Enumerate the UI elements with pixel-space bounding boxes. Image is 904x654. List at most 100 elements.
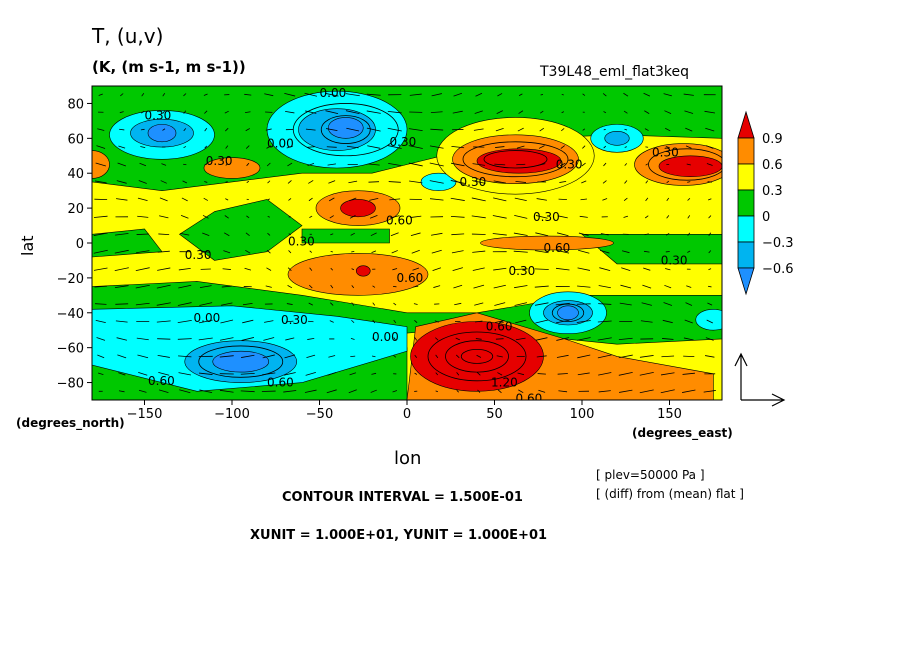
- wind-vector-219: [287, 267, 292, 271]
- contour-line-7: [551, 303, 585, 322]
- wind-vector-320: [514, 214, 528, 219]
- contour-label-10: 0.30: [288, 234, 315, 248]
- wind-vector-478: [685, 127, 693, 132]
- vector-units: XUNIT = 1.000E+01, YUNIT = 1.000E+01: [250, 528, 548, 543]
- region-cold-pac-core: [147, 124, 177, 143]
- contour-label-19: 0.60: [486, 320, 513, 334]
- wind-vector-95: [198, 337, 213, 341]
- wind-vector-425: [204, 145, 208, 149]
- colorbar-segment-4: [737, 215, 755, 243]
- wind-vector-75: [414, 354, 418, 358]
- wind-vector-239: [708, 268, 712, 271]
- wind-vector-182: [135, 284, 150, 289]
- wind-vector-138: [475, 320, 483, 323]
- wind-vector-163: [372, 302, 376, 306]
- wind-vector-121: [115, 320, 128, 323]
- wind-vector-189: [287, 285, 293, 289]
- wind-vector-489: [285, 111, 295, 114]
- wind-vector-13: [370, 389, 377, 393]
- y-tick-label-4: 0: [76, 237, 84, 252]
- wind-vector-243: [157, 250, 170, 253]
- wind-vector-159: [286, 303, 293, 305]
- wind-vector-107: [455, 337, 460, 341]
- figure-title: T, (u,v): [92, 24, 164, 48]
- wind-vector-520: [304, 92, 318, 97]
- wind-vector-437: [451, 145, 465, 149]
- wind-vector-491: [325, 110, 339, 115]
- wind-vector-363: [160, 180, 167, 184]
- wind-vector-275: [202, 232, 210, 236]
- wind-vector-175: [619, 302, 632, 306]
- wind-vector-250: [309, 250, 313, 253]
- wind-vector-201: [534, 285, 549, 288]
- wind-vector-222: [351, 268, 355, 271]
- wind-vector-200: [514, 285, 528, 289]
- wind-vector-170: [514, 302, 528, 306]
- wind-vector-374: [388, 181, 401, 183]
- wind-vector-58: [682, 372, 695, 375]
- contour-label-18: 0.00: [372, 330, 399, 344]
- y-tick-label-0: 80: [67, 97, 84, 112]
- wind-vector-537: [663, 93, 672, 97]
- contour-label-12: 0.60: [544, 241, 571, 255]
- wind-vector-174: [598, 303, 612, 305]
- wind-vector-104: [393, 337, 397, 341]
- wind-vector-344: [389, 198, 401, 201]
- wind-vector-171: [534, 302, 549, 306]
- wind-vector-457: [245, 128, 251, 132]
- wind-vector-527: [453, 92, 463, 97]
- wind-vector-414: [603, 162, 607, 167]
- wind-vector-463: [366, 127, 381, 132]
- wind-vector-135: [414, 320, 418, 323]
- wind-vector-63: [157, 354, 170, 358]
- wind-vector-114: [597, 337, 612, 341]
- wind-vector-511: [120, 93, 124, 97]
- wind-vector-218: [266, 267, 272, 271]
- wind-vector-332: [137, 197, 148, 202]
- wind-vector-528: [475, 92, 483, 97]
- colorbar-label-4: −0.3: [762, 236, 794, 251]
- wind-vector-179: [707, 302, 713, 306]
- wind-vector-501: [539, 110, 544, 114]
- wind-vector-117: [662, 338, 674, 340]
- contour-label-20: 0.60: [148, 374, 175, 388]
- wind-vector-228: [472, 267, 485, 271]
- wind-vector-25: [619, 389, 633, 393]
- wind-vector-509: [704, 110, 716, 114]
- wind-vector-196: [433, 285, 441, 288]
- wind-vector-388: [687, 181, 691, 183]
- colorbar-label-5: −0.6: [762, 262, 794, 277]
- wind-vector-313: [369, 215, 378, 219]
- wind-vector-404: [388, 162, 402, 167]
- wind-vector-226: [432, 267, 442, 271]
- wind-vector-487: [244, 111, 251, 114]
- contour-line-3: [445, 340, 509, 373]
- region-cold-east: [695, 308, 722, 331]
- wind-vector-176: [641, 302, 652, 306]
- wind-vector-334: [181, 197, 188, 202]
- wind-vector-55: [618, 371, 633, 376]
- wind-vector-99: [285, 337, 295, 341]
- wind-vector-476: [644, 128, 649, 131]
- wind-vector-358: [687, 197, 691, 201]
- wind-vector-393: [161, 163, 167, 166]
- wind-vector-17: [456, 390, 460, 393]
- wind-vector-422: [140, 146, 146, 149]
- colorbar: 0.9 0.6 0.3 0 −0.3 −0.6: [737, 110, 794, 296]
- region-tropic-green-2: [301, 228, 390, 244]
- wind-vector-6: [219, 389, 234, 393]
- wind-vector-292: [556, 232, 569, 237]
- wind-vector-371: [328, 180, 336, 184]
- wind-vector-385: [624, 180, 628, 184]
- wind-vector-379: [493, 180, 506, 184]
- wind-vector-56: [639, 372, 654, 376]
- wind-vector-62: [137, 354, 149, 359]
- wind-vector-471: [539, 127, 545, 132]
- y-tick-label-3: 20: [67, 202, 84, 217]
- region-tropic-green-1: [178, 199, 303, 261]
- contour-label-8: 0.60: [386, 213, 413, 227]
- wind-vector-19: [497, 389, 502, 394]
- wind-vector-405: [408, 162, 423, 167]
- wind-vector-441: [538, 145, 545, 149]
- wind-vector-297: [666, 232, 670, 236]
